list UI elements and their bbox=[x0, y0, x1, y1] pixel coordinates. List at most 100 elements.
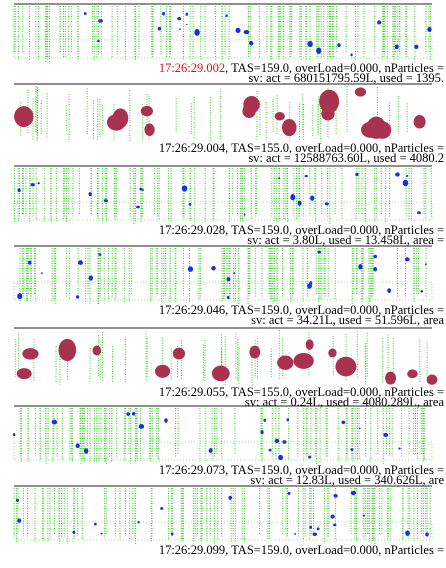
particle bbox=[373, 255, 377, 259]
particle bbox=[16, 499, 19, 502]
particle bbox=[358, 264, 362, 269]
particle bbox=[407, 369, 418, 378]
particle bbox=[171, 532, 174, 535]
particle bbox=[316, 47, 321, 53]
particle bbox=[17, 518, 21, 522]
green-band bbox=[14, 40, 432, 58]
particle bbox=[233, 272, 235, 274]
timestamp: 17:26:29.046 bbox=[159, 303, 225, 317]
particle bbox=[350, 53, 352, 56]
particle bbox=[189, 203, 192, 206]
particle bbox=[58, 339, 76, 361]
particle bbox=[373, 267, 377, 271]
particle bbox=[211, 266, 215, 270]
particle bbox=[97, 40, 100, 43]
particle bbox=[136, 206, 140, 209]
timestamp: 17:26:29.099 bbox=[159, 543, 225, 557]
particle bbox=[13, 433, 16, 436]
particle bbox=[225, 14, 227, 17]
sample-volume-line: sv: act = 680151795.59L, used = 1395. bbox=[248, 71, 444, 85]
timestamp: 17:26:29.028 bbox=[159, 223, 225, 237]
particle-strip bbox=[14, 246, 432, 304]
particle bbox=[249, 346, 260, 359]
particle bbox=[310, 196, 314, 201]
particle bbox=[141, 106, 153, 116]
particle bbox=[260, 430, 263, 434]
particle bbox=[158, 27, 162, 31]
particle bbox=[243, 96, 259, 113]
timestamp: 17:26:29.002 bbox=[159, 61, 225, 75]
particle bbox=[177, 17, 181, 20]
particle bbox=[277, 356, 293, 370]
particle bbox=[351, 491, 356, 495]
particle bbox=[38, 182, 40, 184]
sample-volume-line: sv: act = 34.21L, used = 51.596L, area bbox=[251, 313, 444, 327]
particle-strip bbox=[14, 486, 432, 544]
particle bbox=[425, 532, 429, 536]
particle bbox=[155, 365, 170, 378]
timestamp: 17:26:29.073 bbox=[159, 463, 225, 477]
particle bbox=[113, 108, 129, 128]
particle bbox=[263, 419, 266, 422]
particle bbox=[355, 173, 358, 177]
particle-strip bbox=[14, 84, 432, 142]
particle bbox=[350, 448, 353, 451]
particle bbox=[94, 523, 97, 526]
particle bbox=[142, 189, 144, 191]
sample-volume-line: sv: act = 3.80L, used = 13.458L, area = bbox=[247, 233, 444, 247]
particle bbox=[104, 199, 108, 202]
particle bbox=[132, 412, 135, 416]
particle bbox=[395, 172, 400, 176]
particle bbox=[72, 531, 75, 534]
particle bbox=[406, 175, 408, 177]
particle bbox=[282, 440, 286, 444]
particle bbox=[14, 106, 33, 127]
particle bbox=[383, 433, 388, 437]
particle bbox=[186, 24, 188, 25]
particle bbox=[294, 533, 296, 535]
particle bbox=[405, 530, 410, 536]
particle bbox=[228, 496, 232, 500]
particle bbox=[405, 257, 410, 261]
particle bbox=[76, 443, 80, 448]
particle bbox=[359, 428, 361, 430]
particle bbox=[249, 41, 253, 46]
page: 17:26:29.002, TAS=159.0, overLoad=0.000,… bbox=[0, 0, 446, 568]
particle bbox=[325, 202, 329, 205]
particle bbox=[212, 366, 230, 382]
particle bbox=[98, 253, 101, 255]
particle bbox=[84, 12, 87, 15]
particle bbox=[427, 375, 438, 385]
particle bbox=[92, 346, 101, 356]
particle bbox=[330, 515, 334, 519]
particle bbox=[31, 183, 35, 186]
particle-strip bbox=[14, 166, 432, 224]
particle bbox=[361, 122, 380, 138]
particle bbox=[298, 201, 302, 206]
particle bbox=[403, 180, 408, 187]
particle bbox=[126, 412, 130, 416]
particle bbox=[17, 188, 20, 192]
particle bbox=[78, 260, 83, 265]
particle bbox=[186, 13, 189, 16]
particle-strip bbox=[14, 328, 437, 386]
particle bbox=[164, 418, 168, 423]
particle bbox=[363, 515, 365, 517]
particle bbox=[235, 28, 240, 33]
particle bbox=[387, 288, 391, 293]
particle bbox=[41, 272, 43, 273]
particle bbox=[288, 492, 291, 495]
particle bbox=[385, 372, 396, 385]
particle bbox=[282, 119, 297, 136]
particle-strip bbox=[13, 406, 432, 464]
particle bbox=[98, 19, 103, 23]
particle bbox=[328, 348, 336, 357]
particle bbox=[290, 194, 295, 200]
time-info-line: 17:26:29.099, TAS=159.0, overLoad=0.000,… bbox=[159, 543, 444, 557]
particle bbox=[144, 124, 154, 136]
particle bbox=[333, 524, 337, 527]
particle bbox=[17, 293, 22, 299]
particle bbox=[425, 263, 427, 265]
sample-volume-line: sv: act = 12.83L, used = 340.626L, are bbox=[250, 473, 444, 487]
particle bbox=[194, 29, 199, 36]
